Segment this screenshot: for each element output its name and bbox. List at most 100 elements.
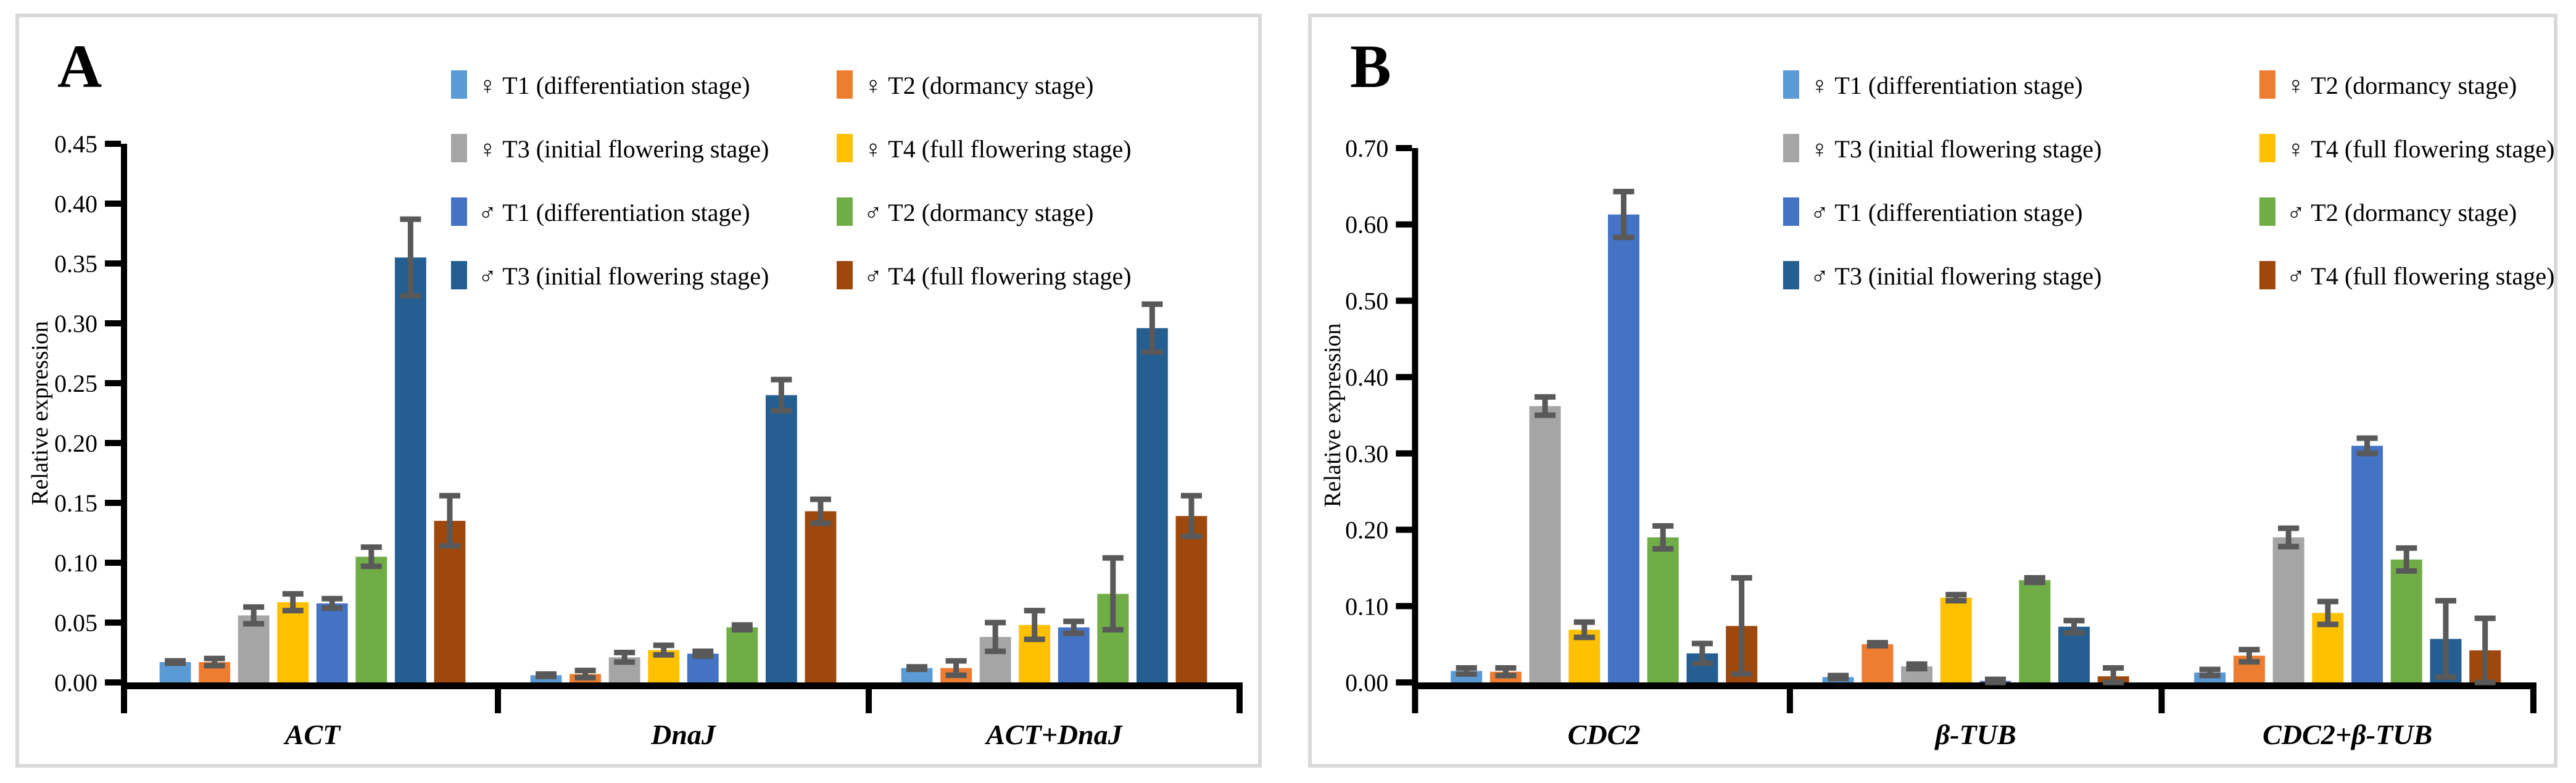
error-bar-cap [1102, 627, 1124, 633]
legend-label: ♂ T4 (full flowering stage) [2287, 262, 2554, 290]
error-bar-cap [321, 605, 343, 611]
y-tick [1396, 679, 1412, 686]
error-bar-cap [2238, 659, 2260, 665]
legend-swatch [451, 70, 467, 99]
error-bar-cap [614, 650, 636, 655]
y-tick [1396, 221, 1412, 228]
error-bar-cap [2238, 647, 2260, 653]
error-bar-line [2443, 600, 2449, 677]
error-bar-cap [1906, 661, 1928, 667]
y-tick [105, 440, 121, 446]
error-bar-cap [1731, 671, 1752, 677]
x-tick [866, 682, 872, 713]
error-bar-cap [1691, 660, 1713, 666]
error-bar-line [2207, 669, 2213, 676]
error-bar-line [778, 379, 784, 411]
error-bar-line [953, 661, 959, 676]
error-bar-cap [2474, 615, 2496, 621]
error-bar-cap [731, 627, 753, 633]
error-bar-cap [2103, 665, 2124, 671]
y-tick-label: 0.40 [1345, 363, 1388, 391]
bar [1058, 627, 1090, 682]
legend-swatch [837, 70, 853, 99]
bar [805, 511, 837, 682]
error-bar-cap [653, 652, 674, 658]
error-bar-line [2325, 601, 2331, 624]
panel-letter-A: A [57, 32, 102, 101]
error-bar-cap [204, 663, 225, 669]
bar [2390, 559, 2422, 682]
legend-label: ♂ T1 (differentiation stage) [478, 199, 750, 226]
x-tick [495, 682, 501, 713]
error-bar-cap [1652, 546, 1674, 552]
error-bar-line [1502, 668, 1509, 676]
bar [726, 627, 758, 682]
error-bar-cap [2199, 666, 2221, 673]
error-bar-cap [1652, 523, 1674, 529]
bar [1136, 328, 1168, 682]
y-tick-label: 0.20 [1345, 516, 1388, 544]
error-bar-line [2110, 668, 2116, 682]
category-label: CDC2 [1568, 719, 1641, 750]
error-bar-line [1110, 558, 1116, 630]
error-bar-cap [2278, 525, 2300, 531]
error-bar-cap [945, 672, 967, 678]
x-tick [2158, 682, 2165, 713]
error-bar-cap [282, 590, 304, 597]
bar [1529, 406, 1561, 682]
error-bar-cap [1945, 592, 1967, 598]
error-bar-cap [1613, 189, 1634, 195]
error-bar-line [582, 670, 589, 678]
y-tick [1396, 374, 1412, 381]
legend-swatch [451, 197, 467, 226]
legend-swatch [451, 134, 467, 162]
y-tick-label: 0.10 [1345, 592, 1388, 620]
y-axis: 0.00 0.05 0.10 0.15 0.20 0.25 0.30 0.35 0.40 0.45 [54, 130, 127, 713]
legend-swatch [1783, 261, 1799, 289]
error-bars-group [165, 216, 1202, 681]
error-bar-line [368, 547, 375, 566]
y-tick [105, 619, 121, 626]
panel-letter-B: B [1350, 32, 1391, 101]
error-bar-cap [810, 520, 831, 526]
error-bar-cap [1691, 640, 1713, 647]
error-bar-line [1188, 495, 1195, 537]
error-bar-line [1032, 610, 1038, 640]
error-bar-cap [2278, 544, 2300, 550]
error-bar-cap [1063, 618, 1085, 624]
error-bar-cap [1534, 394, 1556, 400]
y-tick-label: 0.45 [54, 130, 97, 158]
legend-label: ♀ T4 (full flowering stage) [864, 135, 1132, 163]
error-bar-cap [2356, 450, 2378, 457]
error-bar-cap [439, 492, 460, 499]
legend-label: ♀ T1 (differentiation stage) [478, 72, 750, 99]
error-bar-cap [243, 621, 265, 627]
bar [1608, 214, 1640, 682]
error-bar-cap [1024, 608, 1045, 614]
bar [238, 615, 270, 682]
x-axis [1412, 682, 2537, 713]
error-bar-cap [2435, 674, 2456, 680]
x-tick [1786, 682, 1793, 713]
category-label: β-TUB [1934, 719, 2016, 750]
y-tick-label: 0.40 [54, 190, 97, 218]
legend-label: ♀ T1 (differentiation stage) [1810, 72, 2083, 99]
y-tick-label: 0.70 [1345, 135, 1388, 162]
error-bar-cap [321, 595, 343, 602]
error-bar-cap [614, 659, 636, 665]
error-bar-line [1071, 621, 1077, 634]
x-axis-line [1412, 682, 2533, 689]
panel-B: B 0.00 0.10 0.20 0.30 0.40 0.50 0.60 0.70 Relati… [1308, 14, 2557, 768]
legend-label: ♀ T3 (initial flowering stage) [1810, 135, 2102, 163]
y-tick [1396, 603, 1412, 610]
bar [1175, 516, 1207, 682]
y-tick [105, 201, 121, 207]
error-bar-cap [1534, 412, 1556, 418]
error-bar-line [818, 499, 824, 523]
y-tick-label: 0.10 [54, 549, 97, 577]
error-bar-line [1464, 668, 1470, 674]
error-bars-group [1456, 189, 2496, 686]
error-bar-cap [1024, 636, 1045, 642]
error-bar-cap [574, 668, 596, 674]
error-bar-line [2403, 548, 2409, 571]
